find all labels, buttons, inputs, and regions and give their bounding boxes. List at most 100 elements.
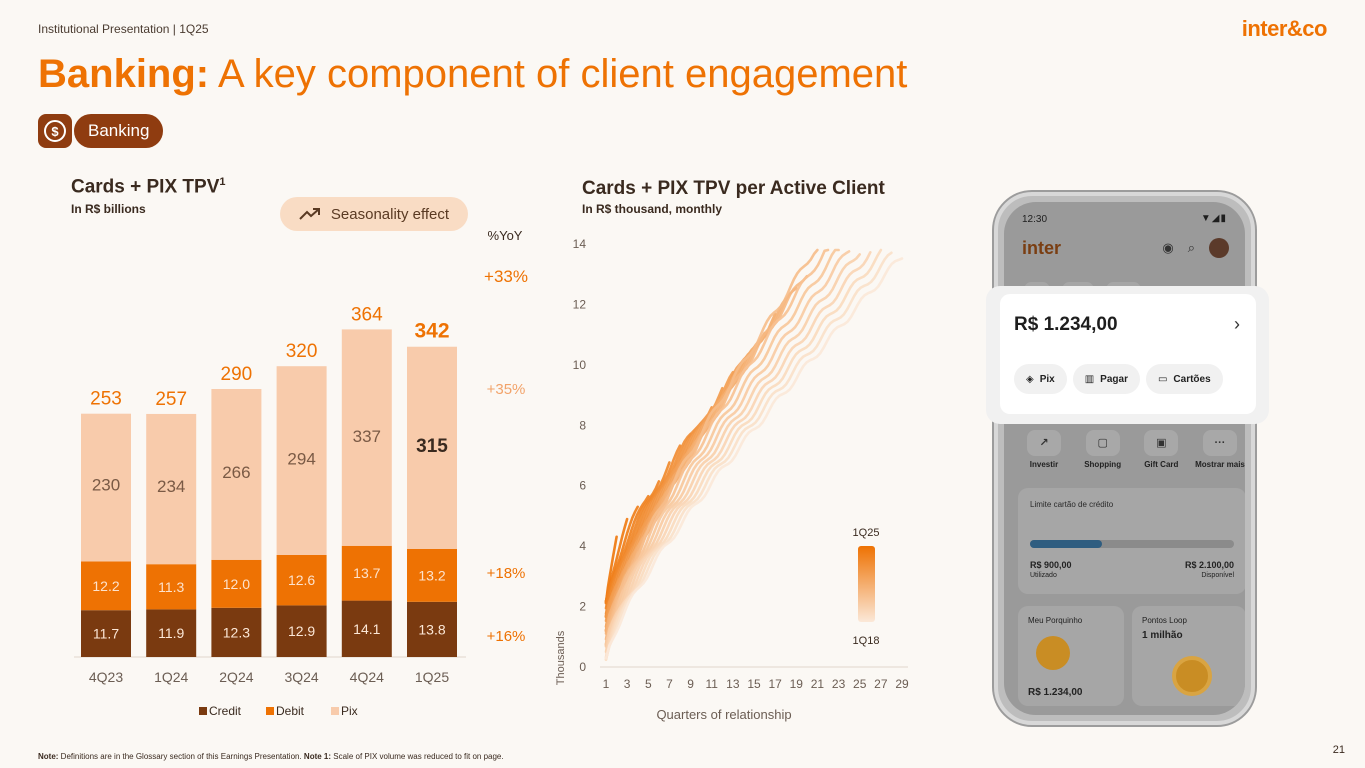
bar-credit-4Q24 <box>341 600 392 657</box>
label-pix-4Q23: 230 <box>92 476 120 495</box>
dollar-icon: $ <box>38 114 72 148</box>
xtick-2Q24: 2Q24 <box>219 669 253 685</box>
pagar-button[interactable]: ▥ Pagar <box>1072 364 1140 394</box>
bar-debit-1Q25 <box>407 549 457 602</box>
bar-credit-1Q25 <box>407 601 457 657</box>
label-credit-2Q24: 12.3 <box>223 624 250 640</box>
line-xlabel: Quarters of relationship <box>656 707 791 722</box>
pix-button[interactable]: ◈ Pix <box>1014 364 1067 394</box>
seasonality-badge: Seasonality effect <box>280 197 468 231</box>
credit-available-label: Disponível <box>1201 572 1234 579</box>
page-title: Banking: A key component of client engag… <box>38 52 907 97</box>
quick-investir-label: Investir <box>1029 460 1059 469</box>
cohort-line-5 <box>604 253 861 654</box>
balance-card-inner[interactable]: R$ 1.234,00 › ◈ Pix ▥ Pagar ▭ Cartões <box>1000 294 1256 414</box>
credit-available-value: R$ 2.100,00 <box>1184 560 1234 570</box>
note-label: Note: <box>38 752 59 761</box>
avatar[interactable] <box>1209 238 1229 258</box>
xtick-27: 27 <box>874 677 888 691</box>
app-logo: inter <box>1022 238 1062 258</box>
bar-pix-2Q24 <box>211 388 262 560</box>
label-pix-2Q24: 266 <box>222 463 250 482</box>
loop-panel[interactable]: Pontos Loop 1 milhão <box>1132 606 1245 706</box>
bar-pix-1Q25 <box>407 346 457 549</box>
search-icon[interactable]: ⌕ <box>1187 240 1195 255</box>
more-icon: ··· <box>1202 430 1237 456</box>
ytick-0: 0 <box>579 660 586 674</box>
balance-value: R$ 1.234,00 <box>1014 314 1118 335</box>
quick-investir[interactable]: ↗ Investir <box>1016 430 1072 469</box>
cohort-newest-label: 1Q25 <box>853 527 880 539</box>
pagar-label: Pagar <box>1100 373 1128 385</box>
legend-swatch-pix <box>331 707 339 715</box>
label-total-4Q24: 364 <box>351 304 383 325</box>
bar-legend: Credit Debit Pix <box>199 704 358 718</box>
label-credit-1Q24: 11.9 <box>158 625 184 641</box>
xtick-5: 5 <box>645 677 652 691</box>
xtick-23: 23 <box>832 677 846 691</box>
yoy-credit: +16% <box>487 628 526 645</box>
label-total-4Q23: 253 <box>90 389 122 410</box>
legend-debit: Debit <box>276 704 305 718</box>
cohort-line-1 <box>604 257 904 660</box>
cohort-line-8 <box>604 248 830 646</box>
credit-limit-panel[interactable]: Limite cartão de crédito R$ 900,00 Utiliz… <box>1018 488 1245 594</box>
note1-text: Scale of PIX volume was reduced to fit o… <box>331 752 504 761</box>
bar-pix-4Q23 <box>81 413 131 562</box>
piggy-title: Meu Porquinho <box>1028 616 1083 625</box>
quick-shopping-label: Shopping <box>1084 460 1122 469</box>
quick-gift-card[interactable]: ▣ Gift Card <box>1133 430 1189 469</box>
quick-gift-label: Gift Card <box>1144 460 1179 469</box>
xtick-3: 3 <box>624 677 631 691</box>
label-pix-1Q25: 315 <box>416 436 448 457</box>
xtick-4Q24: 4Q24 <box>350 669 384 685</box>
gift-icon: ▣ <box>1144 430 1179 456</box>
label-debit-1Q24: 11.3 <box>158 579 184 595</box>
bar-chart-title-text: Cards + PIX TPV <box>71 176 220 198</box>
ytick-10: 10 <box>573 358 587 372</box>
xtick-29: 29 <box>895 677 909 691</box>
barcode-icon: ▥ <box>1084 373 1095 385</box>
xtick-1Q25: 1Q25 <box>415 669 449 685</box>
chart-icon: ↗ <box>1027 430 1061 456</box>
note-text: Definitions are in the Glossary section … <box>58 752 304 761</box>
credit-available: R$ 2.100,00 Disponível <box>1185 560 1234 579</box>
legend-swatch-debit <box>266 707 274 715</box>
cartoes-label: Cartões <box>1173 373 1211 385</box>
cohort-gradient-legend <box>858 546 875 622</box>
line-chart-subtitle: In R$ thousand, monthly <box>582 202 722 216</box>
label-total-1Q25: 342 <box>414 320 449 343</box>
cohort-line-3 <box>604 248 883 661</box>
label-debit-3Q24: 12.6 <box>288 572 315 588</box>
quick-more-label: Mostrar mais <box>1195 460 1245 469</box>
label-credit-4Q23: 11.7 <box>93 626 119 642</box>
phone-time: 12:30 <box>1022 214 1048 225</box>
label-credit-1Q25: 13.8 <box>418 621 445 637</box>
piggy-panel[interactable]: Meu Porquinho R$ 1.234,00 <box>1018 606 1124 706</box>
xtick-21: 21 <box>811 677 825 691</box>
trend-up-icon <box>299 208 320 220</box>
label-pix-1Q24: 234 <box>157 477 185 496</box>
app-header-icons: ◉ ⌕ <box>1162 238 1229 258</box>
ytick-8: 8 <box>579 418 586 432</box>
phone-status-icons: ▼◢▮ <box>1200 213 1227 224</box>
chevron-right-icon[interactable]: › <box>1234 314 1240 334</box>
quick-more[interactable]: ··· Mostrar mais <box>1192 430 1245 469</box>
balance-card: R$ 1.234,00 › ◈ Pix ▥ Pagar ▭ Cartões <box>986 286 1269 424</box>
bar-pix-3Q24 <box>276 366 327 555</box>
quick-shopping[interactable]: ▢ Shopping <box>1075 430 1131 469</box>
bar-debit-4Q23 <box>81 561 131 611</box>
xtick-4Q23: 4Q23 <box>89 669 123 685</box>
cohort-line-2 <box>604 251 893 661</box>
quick-actions: ↗ Investir ▢ Shopping ▣ Gift Card ··· Mostra… <box>1016 430 1245 469</box>
phone-screen: 12:30 ▼◢▮ inter ◉ ⌕ R$ US$ Loop ↗Investi… <box>1004 202 1245 715</box>
pix-icon: ◈ <box>1026 373 1034 385</box>
eye-icon[interactable]: ◉ <box>1162 240 1174 255</box>
legend-pix: Pix <box>341 704 358 718</box>
page-number: 21 <box>1332 744 1345 756</box>
loop-title: Pontos Loop <box>1142 616 1187 625</box>
label-total-3Q24: 320 <box>286 341 318 362</box>
bar-chart-title-sup: 1 <box>219 176 226 188</box>
cartoes-button[interactable]: ▭ Cartões <box>1145 364 1223 394</box>
